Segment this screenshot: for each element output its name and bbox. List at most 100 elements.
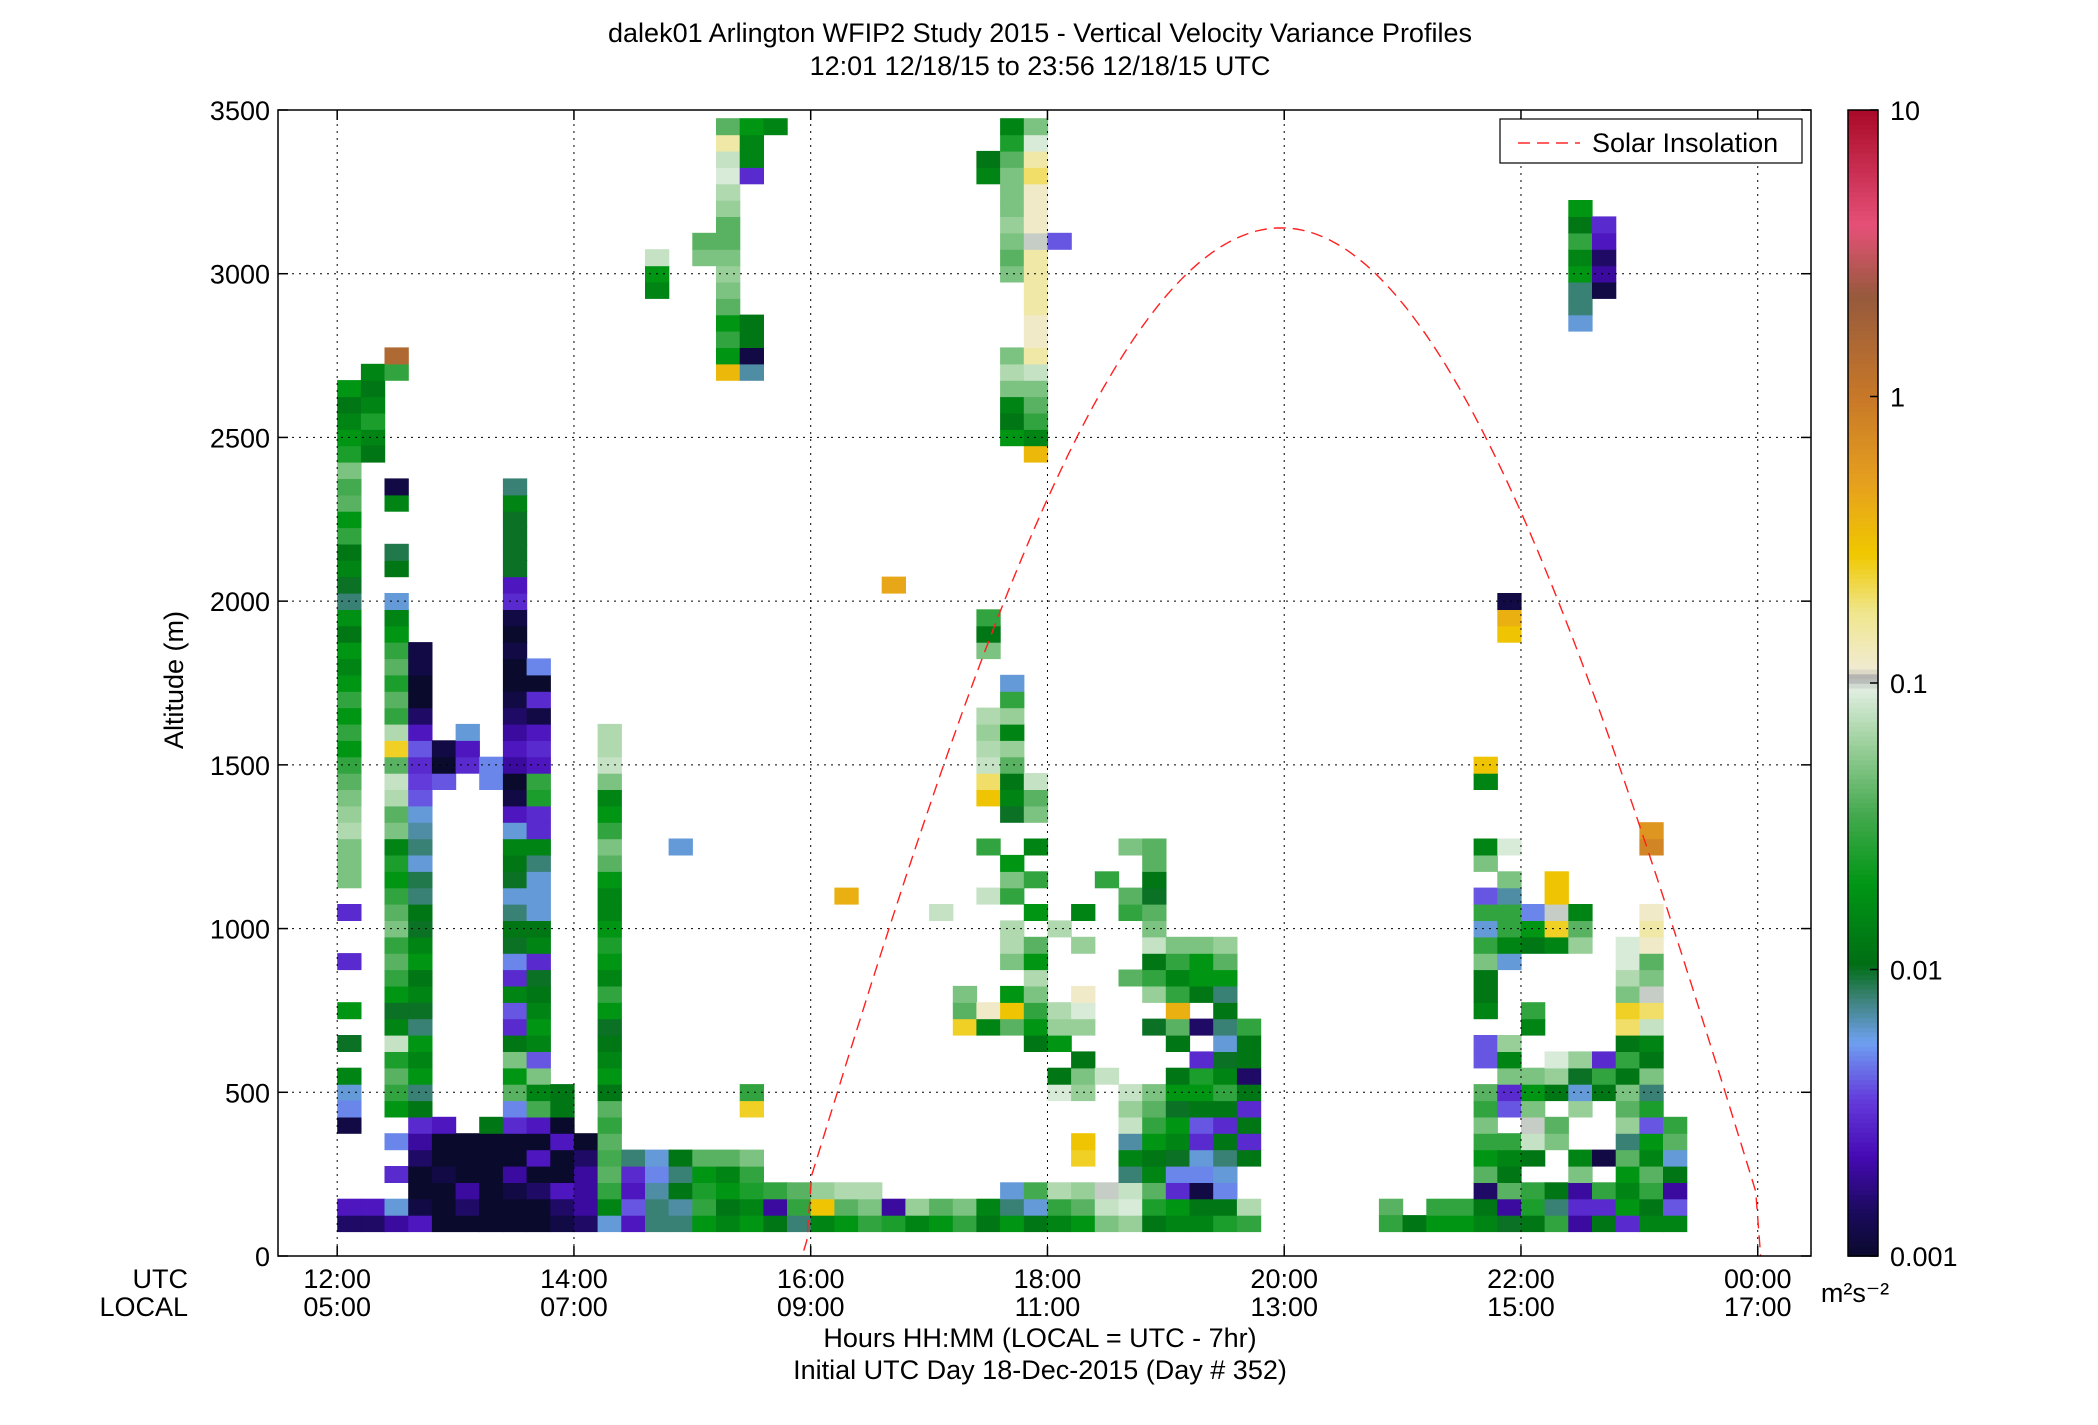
colorbar-step <box>1848 921 1878 928</box>
heatmap-cell <box>1497 1067 1522 1085</box>
heatmap-cell <box>1521 1002 1546 1020</box>
x-tick-label-utc: 20:00 <box>1250 1264 1318 1294</box>
heatmap-cell <box>526 838 551 856</box>
colorbar-step <box>1848 420 1878 426</box>
colorbar-step <box>1848 1131 1878 1138</box>
heatmap-cell <box>1118 1133 1143 1151</box>
heatmap-cell <box>1071 1182 1096 1200</box>
heatmap-cell <box>526 1018 551 1036</box>
heatmap-cell <box>1544 1084 1569 1102</box>
colorbar-step <box>1848 525 1878 531</box>
heatmap-cell <box>1521 1100 1546 1118</box>
heatmap-cell <box>1142 936 1167 954</box>
heatmap-cell <box>739 363 764 381</box>
heatmap-cell <box>360 396 386 414</box>
heatmap-cell <box>1189 1166 1214 1183</box>
heatmap-cell <box>1023 183 1049 201</box>
heatmap-cell <box>1000 1018 1025 1036</box>
heatmap-cell <box>1165 969 1191 987</box>
heatmap-cell <box>502 1215 528 1233</box>
heatmap-cell <box>550 1166 575 1183</box>
heatmap-cell <box>1023 1198 1049 1216</box>
heatmap-cell <box>1473 854 1498 872</box>
heatmap-cell <box>1615 1215 1640 1233</box>
heatmap-cell <box>1426 1198 1451 1216</box>
heatmap-cell <box>526 1215 551 1233</box>
heatmap-cell <box>597 1149 622 1167</box>
heatmap-cell <box>1236 1133 1262 1151</box>
colorbar-step <box>1848 687 1878 694</box>
heatmap-cell <box>1047 1198 1072 1216</box>
colorbar-step <box>1848 601 1878 608</box>
heatmap-cell <box>502 560 528 578</box>
heatmap-cell <box>526 1116 551 1134</box>
heatmap-cell <box>337 576 362 594</box>
heatmap-cell <box>716 167 741 185</box>
colorbar-step <box>1848 778 1878 785</box>
heatmap-cell <box>1047 1182 1072 1200</box>
heatmap-cell <box>502 723 528 741</box>
heatmap-cell <box>1568 1100 1593 1118</box>
heatmap-cell <box>1615 1002 1640 1020</box>
colorbar-step <box>1848 702 1878 708</box>
heatmap-cell <box>597 985 622 1003</box>
heatmap-cell <box>431 1149 457 1167</box>
colorbar-step <box>1848 143 1878 149</box>
heatmap-cell <box>1023 232 1049 250</box>
heatmap-cell <box>692 1166 717 1183</box>
heatmap-cell <box>360 445 386 463</box>
heatmap-cell <box>1000 380 1025 398</box>
heatmap-cell <box>502 494 528 512</box>
heatmap-cell <box>763 118 788 136</box>
heatmap-cell <box>1000 249 1025 267</box>
heatmap-cell <box>1568 298 1593 316</box>
heatmap-cell <box>597 789 622 807</box>
heatmap-cell <box>668 1215 693 1233</box>
heatmap-cell <box>881 576 906 594</box>
heatmap-cell <box>337 494 362 512</box>
heatmap-cell <box>1497 936 1522 954</box>
colorbar-step <box>1848 119 1878 126</box>
colorbar-step <box>1848 1174 1878 1181</box>
heatmap-cell <box>337 462 362 479</box>
colorbar-step <box>1848 210 1878 216</box>
colorbar-step <box>1848 515 1878 522</box>
heatmap-cell <box>337 1215 362 1233</box>
heatmap-cell <box>479 1182 504 1200</box>
heatmap-cell <box>1568 249 1593 267</box>
heatmap-cell <box>1213 1116 1238 1134</box>
colorbar-step <box>1848 578 1878 584</box>
heatmap-cell <box>337 642 362 660</box>
colorbar-step <box>1848 821 1878 828</box>
heatmap-cell <box>360 380 386 398</box>
heatmap-cell <box>1497 1182 1522 1200</box>
heatmap-cell <box>1189 1084 1214 1102</box>
colorbar-step <box>1848 950 1878 956</box>
colorbar-step <box>1848 114 1878 121</box>
heatmap-cell <box>1497 1149 1522 1167</box>
colorbar-step <box>1848 1151 1878 1157</box>
heatmap-cell <box>1473 904 1498 921</box>
heatmap-cell <box>597 1100 622 1118</box>
heatmap-cell <box>716 183 741 201</box>
heatmap-cell <box>1023 249 1049 267</box>
colorbar-step <box>1848 153 1878 159</box>
colorbar-step <box>1848 453 1878 460</box>
heatmap-cell <box>455 1133 480 1151</box>
heatmap-cell <box>1213 1149 1238 1167</box>
heatmap-cell <box>526 789 551 807</box>
colorbar-step <box>1848 1198 1878 1205</box>
colorbar-step <box>1848 582 1878 589</box>
heatmap-cell <box>739 1166 764 1183</box>
heatmap-cell <box>1023 1018 1049 1036</box>
heatmap-cell <box>858 1182 883 1200</box>
heatmap-cell <box>1568 314 1593 332</box>
heatmap-cell <box>502 1133 528 1151</box>
heatmap-cell <box>1592 1182 1617 1200</box>
heatmap-cell <box>337 822 362 840</box>
heatmap-cell <box>1189 1067 1214 1085</box>
colorbar-step <box>1848 945 1878 952</box>
heatmap-cell <box>597 1182 622 1200</box>
heatmap-cell <box>976 1198 1001 1216</box>
plot-frame <box>277 109 1812 1257</box>
